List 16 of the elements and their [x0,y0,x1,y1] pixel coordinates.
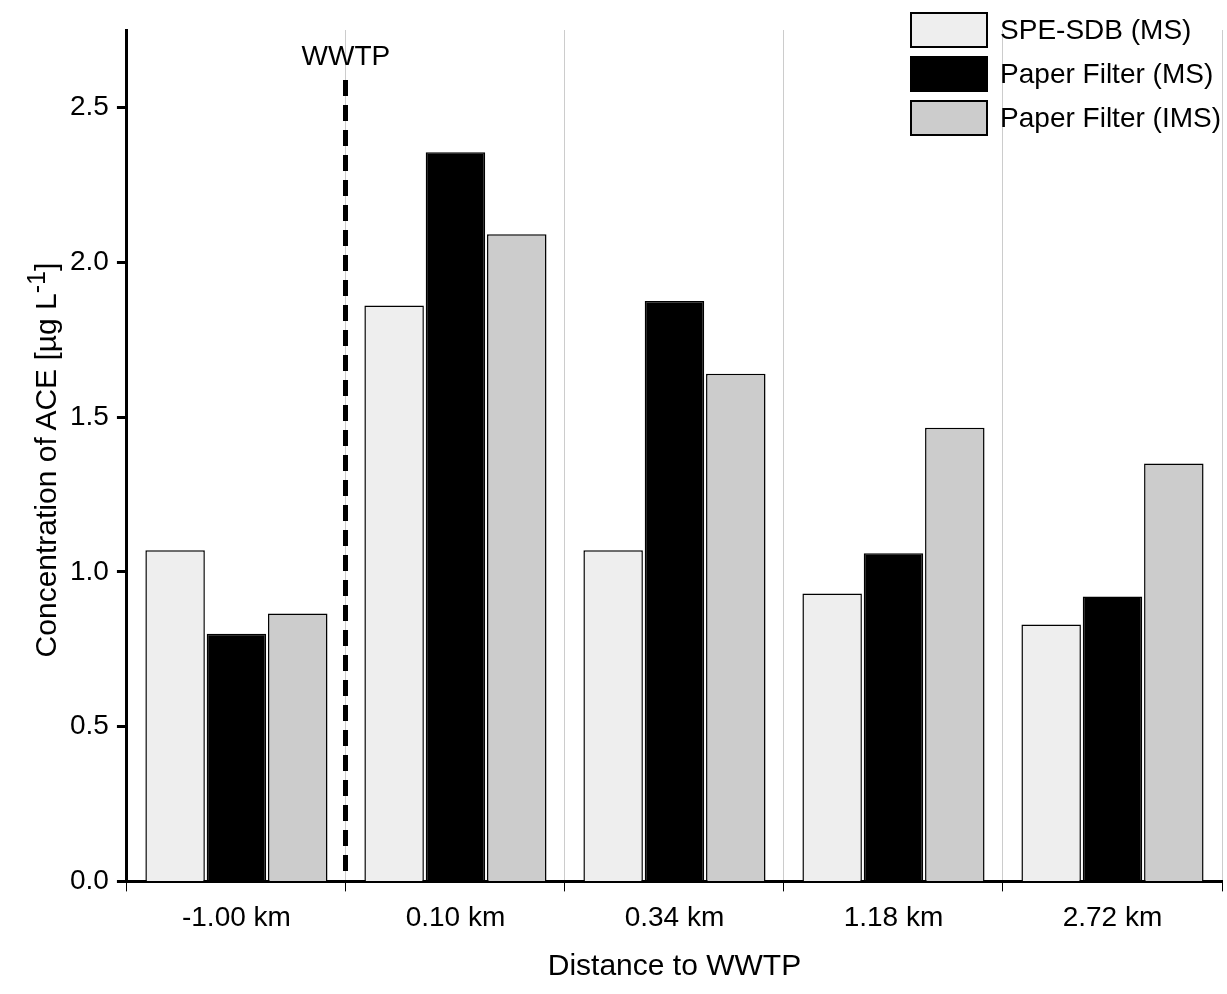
y-tick-label: 0.5 [69,709,109,741]
x-tick-label: 2.72 km [1062,900,1163,932]
legend-label: Paper Filter (MS) [1000,58,1214,90]
y-tick-label: 2.0 [69,244,109,276]
legend-label: SPE-SDB (MS) [1000,14,1192,46]
x-tick-label: 0.34 km [624,900,725,932]
x-tick-label: 0.10 km [405,900,506,932]
legend-label: Paper Filter (IMS) [1000,102,1221,134]
y-tick-label: 1.5 [69,399,109,431]
x-tick-label: 1.18 km [843,900,944,932]
y-tick-label: 2.5 [69,90,109,122]
x-tick-label: -1.00 km [181,900,291,932]
y-tick-label: 1.0 [69,554,109,586]
x-axis-title: Distance to WWTP [547,948,802,982]
annotation: WWTP [301,40,391,72]
y-tick-label: 0.0 [69,864,109,896]
